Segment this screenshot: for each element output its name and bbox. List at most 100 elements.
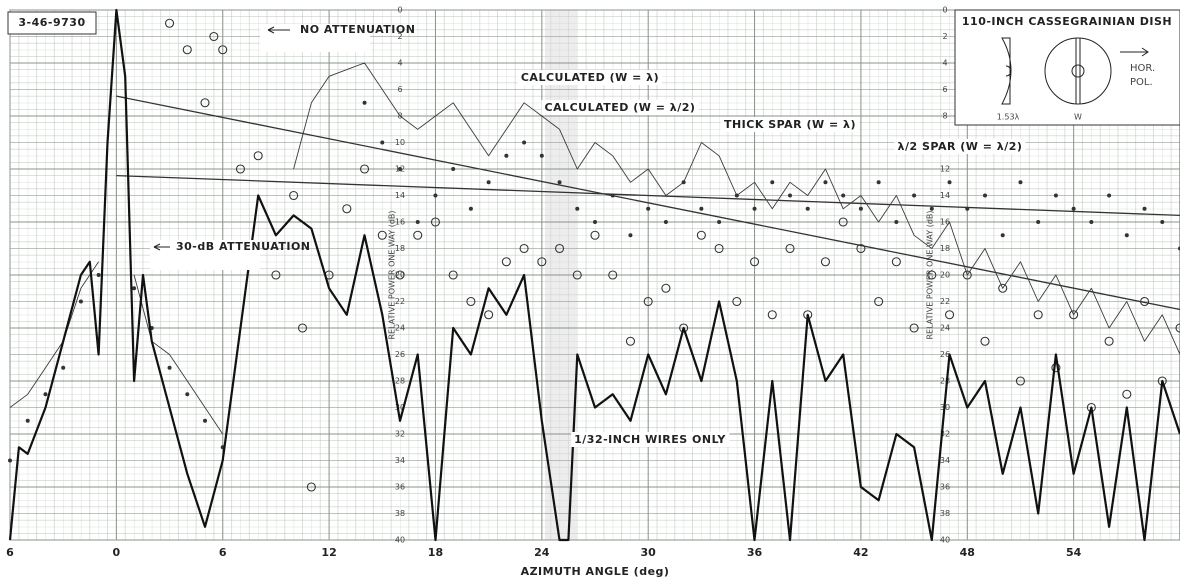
series-dot: [78, 299, 83, 304]
series-circle: [590, 230, 600, 240]
x-tick-label: 6: [219, 546, 227, 559]
series-dot: [770, 180, 775, 185]
y-tick-label: 16: [395, 218, 405, 227]
y-tick-label: 12: [940, 165, 950, 174]
series-dot: [699, 206, 704, 211]
dish-side: [1001, 37, 1012, 105]
x-tick-label: 42: [853, 546, 868, 559]
y-tick-label: 22: [395, 297, 405, 306]
y-tick-label: 4: [397, 59, 402, 68]
series-dot: [628, 233, 633, 238]
series-circle: [1104, 336, 1114, 346]
series-circle: [253, 151, 263, 161]
series-dot: [788, 193, 792, 198]
series-circle: [1139, 296, 1150, 307]
series-line: [116, 95, 1180, 311]
y-tick-label: 8: [942, 112, 947, 121]
series-dot: [380, 140, 385, 145]
series-circle: [944, 310, 955, 320]
y-tick-label: 28: [395, 377, 405, 386]
series-dot: [8, 458, 12, 463]
spar-width: W: [1074, 113, 1082, 122]
inset-box: [954, 9, 1180, 126]
y-tick-label: 6: [397, 85, 402, 94]
series-dot: [539, 153, 544, 158]
series-circle: [200, 98, 210, 108]
series-dot: [61, 365, 66, 370]
y-tick-label: 20: [940, 271, 950, 280]
series-dot: [805, 206, 810, 211]
series-dot: [1036, 220, 1041, 224]
series-dot: [593, 220, 597, 224]
series-dot: [1089, 220, 1094, 224]
series-circle: [785, 243, 795, 254]
y-tick-label: 22: [940, 297, 950, 306]
series-circle: [1033, 310, 1043, 320]
x-tick-label: 24: [534, 546, 550, 559]
series-dot: [1160, 220, 1165, 224]
subreflector: [1005, 65, 1012, 77]
x-tick-label: 48: [960, 546, 975, 559]
series-circle: [732, 296, 742, 307]
series-circle: [1069, 310, 1079, 320]
series-circle: [608, 270, 618, 280]
series-dot: [876, 180, 881, 185]
series-label: CALCULATED (W = λ): [521, 71, 659, 84]
y-tick-label: 24: [395, 324, 405, 333]
series-dot: [717, 220, 722, 224]
inset: 110-INCH CASSEGRAINIAN DISH HOR. POL. 1.…: [954, 9, 1180, 126]
series-dot: [1018, 180, 1023, 185]
series-label-bg: [720, 117, 860, 132]
series-dot: [167, 365, 172, 370]
series-circle: [271, 270, 281, 280]
series-dot: [504, 153, 509, 158]
y-tick-label: 32: [940, 430, 950, 439]
x-tick-label: 36: [747, 546, 763, 559]
series-circle: [182, 45, 192, 55]
series-dot: [575, 206, 580, 211]
series-circle: [909, 323, 919, 333]
note-bg: [260, 24, 370, 52]
y-tick-label: 34: [395, 456, 405, 465]
series-circle: [643, 296, 653, 307]
series-circle: [980, 336, 990, 346]
figure-id: 3-46-9730: [18, 16, 85, 29]
dish-center: [1071, 64, 1085, 78]
y-tick-label: 6: [942, 85, 947, 94]
series-circle: [235, 164, 246, 174]
series-label: CALCULATED (W = λ/2): [545, 101, 696, 114]
series-dot: [433, 193, 438, 198]
inset-title: 110-INCH CASSEGRAINIAN DISH: [962, 15, 1172, 28]
series-circle: [661, 283, 671, 293]
series-circle: [998, 283, 1008, 293]
y-tick-label: 38: [395, 509, 405, 518]
y-tick-label: 16: [940, 218, 950, 227]
y-tick-label: 2: [397, 32, 402, 41]
series-circle: [218, 45, 228, 55]
series-circle: [537, 257, 547, 267]
series-circle: [377, 230, 387, 240]
y-tick-label: 10: [395, 138, 405, 147]
series-label: THICK SPAR (W = λ): [724, 118, 856, 131]
series-circle: [289, 190, 299, 201]
series-circle: [820, 257, 831, 267]
series-circle: [714, 243, 724, 254]
y-tick-label: 38: [940, 509, 950, 518]
series-dot: [947, 180, 952, 185]
series-circle: [501, 257, 511, 267]
series-circle: [874, 296, 884, 307]
series-circle: [395, 270, 405, 280]
y-tick-label: 18: [940, 244, 950, 253]
series-dot: [451, 167, 456, 171]
y-tick-label: 30: [395, 403, 405, 412]
series-circle: [1175, 323, 1180, 333]
series-circle: [430, 217, 441, 227]
y-tick-label: 0: [397, 6, 402, 15]
y-tick-label: 24: [940, 324, 950, 333]
series-dot: [96, 273, 101, 277]
series-dot: [468, 206, 473, 211]
y-tick-label: 14: [940, 191, 950, 200]
series-dot: [965, 206, 970, 211]
series-circle: [749, 257, 760, 267]
